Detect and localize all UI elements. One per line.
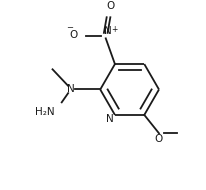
- Text: N: N: [67, 85, 75, 94]
- Text: +: +: [111, 25, 117, 34]
- Text: O: O: [106, 1, 115, 11]
- Text: N: N: [104, 26, 111, 36]
- Text: O: O: [69, 30, 77, 40]
- Text: N: N: [107, 114, 114, 124]
- Text: O: O: [155, 134, 163, 144]
- Text: −: −: [67, 23, 74, 32]
- Text: H₂N: H₂N: [35, 107, 55, 117]
